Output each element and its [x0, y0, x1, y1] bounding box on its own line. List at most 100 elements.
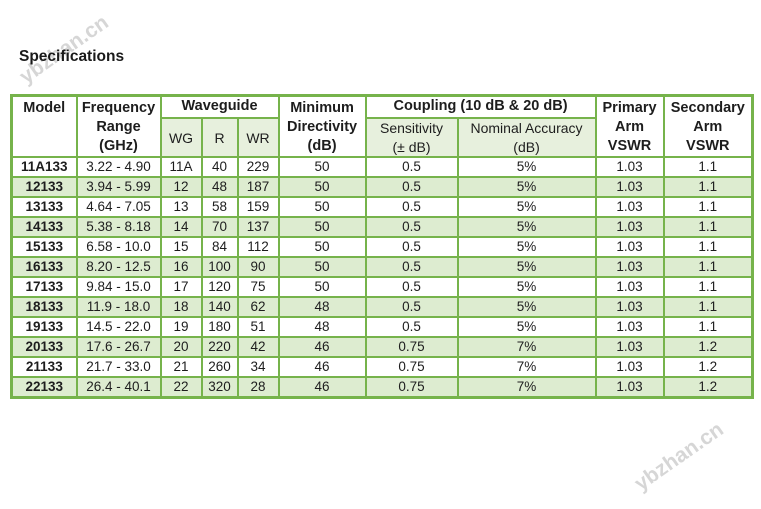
col-header-coupling: Coupling (10 dB & 20 dB) — [364, 94, 597, 119]
cell-nominal-accuracy: 5% — [456, 316, 597, 339]
cell-model: 13133 — [10, 196, 78, 219]
cell-minimum-directivity: 50 — [277, 276, 367, 299]
col-header-nominal-accuracy: Nominal Accuracy (dB) — [456, 116, 597, 159]
cell-nominal-accuracy: 5% — [456, 276, 597, 299]
cell-r: 100 — [200, 256, 239, 279]
cell-frequency-range: 3.94 - 5.99 — [75, 176, 162, 199]
cell-wg: 16 — [159, 256, 203, 279]
table-row: 12133 3.94 - 5.99 12 48 187 50 0.5 5% 1.03 1.1 — [10, 176, 754, 199]
cell-primary-arm-vswr: 1.03 — [594, 196, 665, 219]
cell-primary-arm-vswr: 1.03 — [594, 356, 665, 379]
cell-nominal-accuracy: 5% — [456, 176, 597, 199]
cell-secondary-arm-vswr: 1.1 — [662, 296, 754, 319]
cell-minimum-directivity: 46 — [277, 336, 367, 359]
cell-frequency-range: 11.9 - 18.0 — [75, 296, 162, 319]
cell-secondary-arm-vswr: 1.1 — [662, 316, 754, 339]
cell-model: 19133 — [10, 316, 78, 339]
cell-wr: 34 — [236, 356, 280, 379]
cell-primary-arm-vswr: 1.03 — [594, 276, 665, 299]
col-header-primary-arm-vswr: Primary Arm VSWR — [594, 94, 665, 159]
cell-wg: 20 — [159, 336, 203, 359]
cell-primary-arm-vswr: 1.03 — [594, 296, 665, 319]
cell-primary-arm-vswr: 1.03 — [594, 376, 665, 399]
cell-wr: 51 — [236, 316, 280, 339]
cell-frequency-range: 3.22 - 4.90 — [75, 156, 162, 179]
table-row: 11A133 3.22 - 4.90 11A 40 229 50 0.5 5% 1.03 1.1 — [10, 156, 754, 179]
cell-primary-arm-vswr: 1.03 — [594, 156, 665, 179]
cell-wg: 11A — [159, 156, 203, 179]
cell-r: 140 — [200, 296, 239, 319]
cell-secondary-arm-vswr: 1.1 — [662, 176, 754, 199]
cell-primary-arm-vswr: 1.03 — [594, 336, 665, 359]
cell-nominal-accuracy: 7% — [456, 356, 597, 379]
col-header-wg: WG — [159, 116, 203, 159]
cell-primary-arm-vswr: 1.03 — [594, 316, 665, 339]
cell-wr: 42 — [236, 336, 280, 359]
cell-model: 20133 — [10, 336, 78, 359]
cell-model: 16133 — [10, 256, 78, 279]
cell-wr: 187 — [236, 176, 280, 199]
cell-frequency-range: 8.20 - 12.5 — [75, 256, 162, 279]
cell-r: 58 — [200, 196, 239, 219]
cell-frequency-range: 21.7 - 33.0 — [75, 356, 162, 379]
table-row: 20133 17.6 - 26.7 20 220 42 46 0.75 7% 1.03 1.2 — [10, 336, 754, 359]
cell-minimum-directivity: 50 — [277, 216, 367, 239]
specifications-table: Model Frequency Range (GHz) Waveguide Mi… — [10, 94, 755, 399]
cell-sensitivity: 0.5 — [364, 316, 459, 339]
cell-minimum-directivity: 50 — [277, 256, 367, 279]
table-row: 17133 9.84 - 15.0 17 120 75 50 0.5 5% 1.03 1.1 — [10, 276, 754, 299]
cell-frequency-range: 14.5 - 22.0 — [75, 316, 162, 339]
cell-secondary-arm-vswr: 1.2 — [662, 376, 754, 399]
cell-wg: 12 — [159, 176, 203, 199]
cell-frequency-range: 9.84 - 15.0 — [75, 276, 162, 299]
cell-sensitivity: 0.5 — [364, 216, 459, 239]
cell-model: 21133 — [10, 356, 78, 379]
col-header-frequency-range: Frequency Range (GHz) — [75, 94, 162, 159]
cell-secondary-arm-vswr: 1.2 — [662, 356, 754, 379]
cell-wr: 90 — [236, 256, 280, 279]
cell-frequency-range: 17.6 - 26.7 — [75, 336, 162, 359]
cell-minimum-directivity: 50 — [277, 156, 367, 179]
cell-wg: 14 — [159, 216, 203, 239]
table-row: 16133 8.20 - 12.5 16 100 90 50 0.5 5% 1.03 1.1 — [10, 256, 754, 279]
table-row: 19133 14.5 - 22.0 19 180 51 48 0.5 5% 1.03 1.1 — [10, 316, 754, 339]
cell-wg: 21 — [159, 356, 203, 379]
cell-model: 12133 — [10, 176, 78, 199]
watermark-bottom-right: ybzhan.cn — [630, 417, 728, 496]
cell-secondary-arm-vswr: 1.1 — [662, 216, 754, 239]
cell-nominal-accuracy: 5% — [456, 256, 597, 279]
cell-sensitivity: 0.5 — [364, 236, 459, 259]
cell-minimum-directivity: 50 — [277, 176, 367, 199]
cell-nominal-accuracy: 5% — [456, 156, 597, 179]
cell-sensitivity: 0.5 — [364, 156, 459, 179]
cell-sensitivity: 0.75 — [364, 356, 459, 379]
cell-sensitivity: 0.75 — [364, 376, 459, 399]
cell-sensitivity: 0.75 — [364, 336, 459, 359]
cell-primary-arm-vswr: 1.03 — [594, 236, 665, 259]
cell-wr: 112 — [236, 236, 280, 259]
table-row: 22133 26.4 - 40.1 22 320 28 46 0.75 7% 1.03 1.2 — [10, 376, 754, 399]
cell-primary-arm-vswr: 1.03 — [594, 256, 665, 279]
col-header-minimum-directivity: Minimum Directivity (dB) — [277, 94, 367, 159]
cell-minimum-directivity: 50 — [277, 196, 367, 219]
cell-r: 120 — [200, 276, 239, 299]
cell-nominal-accuracy: 7% — [456, 336, 597, 359]
col-header-secondary-arm-vswr: Secondary Arm VSWR — [662, 94, 754, 159]
col-header-sensitivity: Sensitivity (± dB) — [364, 116, 459, 159]
cell-primary-arm-vswr: 1.03 — [594, 216, 665, 239]
table-row: 21133 21.7 - 33.0 21 260 34 46 0.75 7% 1.03 1.2 — [10, 356, 754, 379]
cell-nominal-accuracy: 5% — [456, 296, 597, 319]
cell-secondary-arm-vswr: 1.1 — [662, 156, 754, 179]
cell-frequency-range: 4.64 - 7.05 — [75, 196, 162, 219]
cell-nominal-accuracy: 5% — [456, 196, 597, 219]
cell-minimum-directivity: 46 — [277, 376, 367, 399]
col-header-model: Model — [10, 94, 78, 159]
cell-minimum-directivity: 48 — [277, 296, 367, 319]
cell-wr: 159 — [236, 196, 280, 219]
cell-sensitivity: 0.5 — [364, 276, 459, 299]
cell-wr: 28 — [236, 376, 280, 399]
table-row: 18133 11.9 - 18.0 18 140 62 48 0.5 5% 1.03 1.1 — [10, 296, 754, 319]
cell-wg: 19 — [159, 316, 203, 339]
cell-model: 18133 — [10, 296, 78, 319]
cell-model: 17133 — [10, 276, 78, 299]
